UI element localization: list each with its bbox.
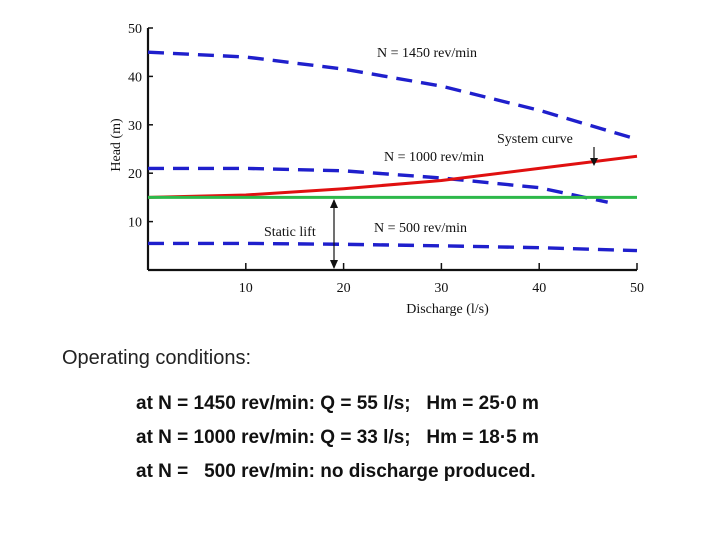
x-axis-label: Discharge (l/s) bbox=[406, 302, 489, 317]
series-line-2 bbox=[148, 241, 638, 253]
static-lift-arrowhead-top bbox=[330, 199, 338, 208]
x-tick-label: 40 bbox=[532, 281, 546, 296]
series-line-3 bbox=[147, 154, 638, 199]
static-lift-arrowhead-bottom bbox=[330, 260, 338, 269]
annotation-system-curve: System curve bbox=[497, 132, 573, 147]
axes: 10 20 30 40 50 10 20 30 40 50 Head (m) Discharge (l… bbox=[109, 22, 644, 317]
annotation-n500: N = 500 rev/min bbox=[374, 221, 467, 236]
condition-line-500: at N = 500 rev/min: no discharge produce… bbox=[136, 461, 536, 482]
annotation-n1450: N = 1450 rev/min bbox=[377, 46, 477, 61]
annotation-static-lift: Static lift bbox=[264, 225, 316, 240]
y-tick-label: 50 bbox=[128, 22, 142, 37]
y-tick-label: 30 bbox=[128, 119, 142, 134]
system-curve-arrowhead bbox=[590, 158, 598, 166]
series-group bbox=[147, 50, 638, 253]
y-tick-label: 20 bbox=[128, 167, 142, 182]
condition-line-1000: at N = 1000 rev/min: Q = 33 l/s; Hm = 18… bbox=[136, 427, 539, 448]
x-tick-label: 30 bbox=[434, 281, 448, 296]
x-tick-label: 10 bbox=[239, 281, 253, 296]
series-line-1 bbox=[148, 166, 609, 204]
annotations-group: N = 1450 rev/min System curve N = 1000 r… bbox=[264, 46, 598, 269]
conditions-title: Operating conditions: bbox=[62, 347, 252, 369]
y-tick-label: 40 bbox=[128, 70, 142, 85]
y-tick-label: 10 bbox=[128, 216, 142, 231]
x-tick-label: 20 bbox=[337, 281, 351, 296]
y-axis-label: Head (m) bbox=[109, 118, 124, 172]
condition-line-1450: at N = 1450 rev/min: Q = 55 l/s; Hm = 25… bbox=[136, 393, 539, 414]
series-line-0 bbox=[147, 50, 638, 141]
pump-curve-chart: 10 20 30 40 50 10 20 30 40 50 Head (m) Discharge (l… bbox=[109, 22, 644, 317]
x-tick-label: 50 bbox=[630, 281, 644, 296]
annotation-n1000: N = 1000 rev/min bbox=[384, 150, 484, 165]
